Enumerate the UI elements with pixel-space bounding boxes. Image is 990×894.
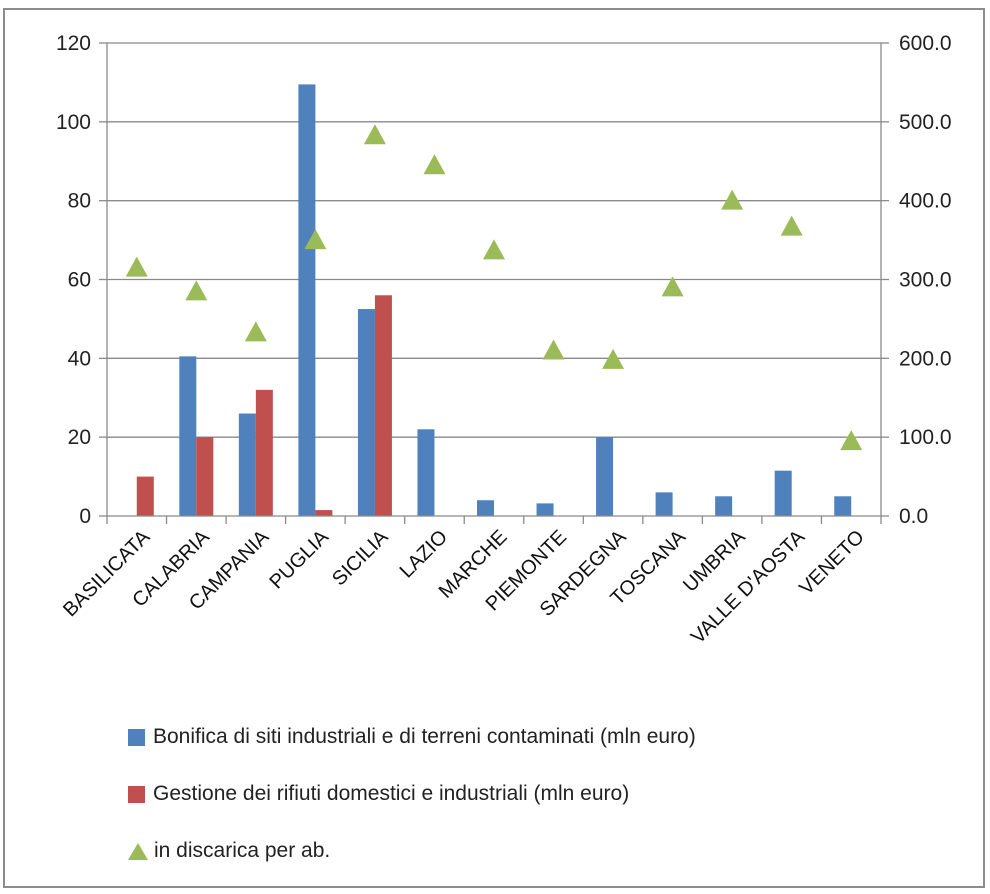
- bar-bonifica: [536, 503, 554, 516]
- triangle-marker: [721, 189, 744, 210]
- y-left-tick-label: 40: [68, 347, 91, 370]
- triangle-marker: [542, 339, 565, 360]
- y-right-tick-label: 600.0: [899, 32, 952, 55]
- category-label: PUGLIA: [265, 526, 333, 594]
- triangle-marker: [602, 348, 625, 369]
- triangle-marker: [483, 239, 505, 260]
- category-label: LAZIO: [396, 526, 452, 582]
- legend-item-bonifica: Bonifica di siti industriali e di terren…: [128, 723, 696, 751]
- legend-triangle-icon: [128, 842, 148, 860]
- y-right-tick-label: 100.0: [899, 426, 952, 449]
- y-left-tick-label: 120: [56, 32, 91, 55]
- legend-label-discarica: in discarica per ab.: [154, 839, 331, 862]
- bar-bonifica: [357, 309, 375, 516]
- category-label: SICILIA: [328, 526, 393, 591]
- y-right-tick-label: 200.0: [899, 347, 952, 370]
- triangle-marker: [423, 154, 446, 175]
- y-right-tick-label: 500.0: [899, 111, 952, 134]
- legend-label-gestione: Gestione dei rifiuti domestici e industr…: [153, 782, 630, 805]
- bar-gestione: [374, 295, 392, 516]
- chart-frame: [3, 8, 985, 888]
- bar-gestione: [315, 510, 333, 516]
- bar-bonifica: [298, 84, 316, 516]
- axes: [99, 42, 889, 524]
- bar-gestione: [196, 437, 214, 516]
- triangle-marker: [185, 280, 208, 301]
- y-left-tick-label: 80: [68, 190, 91, 213]
- triangle-marker: [661, 276, 684, 297]
- legend-label-bonifica: Bonifica di siti industriali e di terren…: [153, 725, 696, 748]
- y-left-tick-label: 0: [79, 505, 91, 528]
- legend-item-discarica: in discarica per ab.: [128, 837, 696, 865]
- legend: Bonifica di siti industriali e di terren…: [128, 723, 696, 894]
- bar-bonifica: [238, 413, 256, 516]
- y-right-tick-label: 0.0: [899, 505, 928, 528]
- y-right-tick-label: 300.0: [899, 269, 952, 292]
- bars: [136, 84, 852, 516]
- bar-bonifica: [477, 500, 494, 516]
- bar-gestione: [136, 476, 154, 516]
- category-label: VALLE D'AOSTA: [687, 526, 810, 649]
- gridlines: [107, 42, 881, 438]
- triangle-marker: [125, 256, 148, 277]
- bar-gestione: [255, 389, 273, 516]
- bar-bonifica: [596, 437, 614, 516]
- legend-swatch-red: [128, 785, 145, 803]
- y-axis-left-ticks: 0 20 40 60 80 100 120: [56, 32, 91, 528]
- bar-bonifica: [715, 496, 733, 516]
- bar-bonifica: [655, 492, 673, 516]
- category-label: VENETO: [795, 526, 868, 599]
- legend-swatch-blue: [128, 728, 145, 746]
- bar-bonifica: [774, 470, 792, 516]
- markers: [125, 124, 863, 451]
- y-right-tick-label: 400.0: [899, 190, 952, 213]
- bar-bonifica: [417, 429, 435, 516]
- bar-bonifica: [834, 496, 852, 516]
- bar-bonifica: [179, 356, 197, 516]
- y-axis-right-ticks: 0.0 100.0 200.0 300.0 400.0 500.0 600.0: [899, 32, 952, 528]
- triangle-marker: [780, 215, 803, 236]
- triangle-marker: [840, 430, 863, 451]
- y-left-tick-label: 60: [68, 269, 91, 292]
- y-left-tick-label: 20: [68, 426, 91, 449]
- legend-item-gestione: Gestione dei rifiuti domestici e industr…: [128, 780, 696, 808]
- triangle-marker: [244, 321, 267, 342]
- triangle-marker: [304, 229, 327, 250]
- triangle-marker: [363, 124, 386, 145]
- y-left-tick-label: 100: [56, 111, 91, 134]
